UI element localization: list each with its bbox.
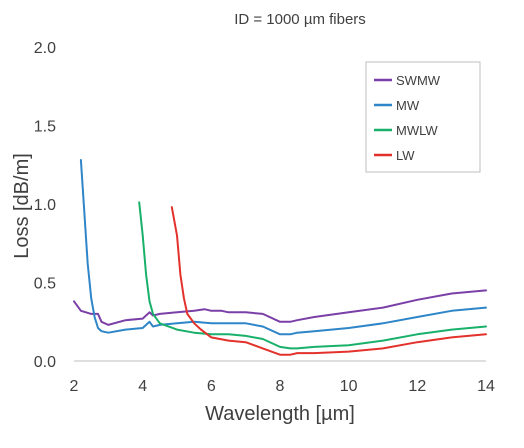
series-line-swmw [73,289,487,326]
x-tick-label: 10 [340,378,358,395]
y-tick-label: 0.5 [34,276,56,293]
series-layer [73,159,487,356]
y-tick-label: 1.0 [34,197,56,214]
series-line-mwlw [138,201,487,350]
x-tick-label: 14 [477,378,495,395]
legend-label-swmw: SWMW [396,73,441,88]
x-axis: 2 4 6 8 10 12 14 [70,378,495,395]
x-tick-label: 12 [408,378,426,395]
x-tick-label: 4 [138,378,147,395]
y-tick-label: 2.0 [34,40,56,57]
y-tick-label: 1.5 [34,119,56,136]
y-axis: 0.0 0.5 1.0 1.5 2.0 [34,40,56,371]
legend-label-mwlw: MWLW [396,123,438,138]
y-tick-label: 0.0 [34,354,56,371]
x-axis-title: Wavelength [µm] [205,403,355,425]
y-axis-title: Loss [dB/m] [11,153,33,259]
x-tick-label: 6 [207,378,216,395]
series-line-mw [79,159,487,336]
legend: SWMW MW MWLW LW [365,61,481,173]
legend-label-mw: MW [396,98,420,113]
legend-label-lw: LW [396,148,415,163]
chart-title: ID = 1000 µm fibers [234,11,366,28]
x-tick-label: 2 [70,378,79,395]
series-line-lw [170,206,487,356]
x-tick-label: 8 [276,378,285,395]
